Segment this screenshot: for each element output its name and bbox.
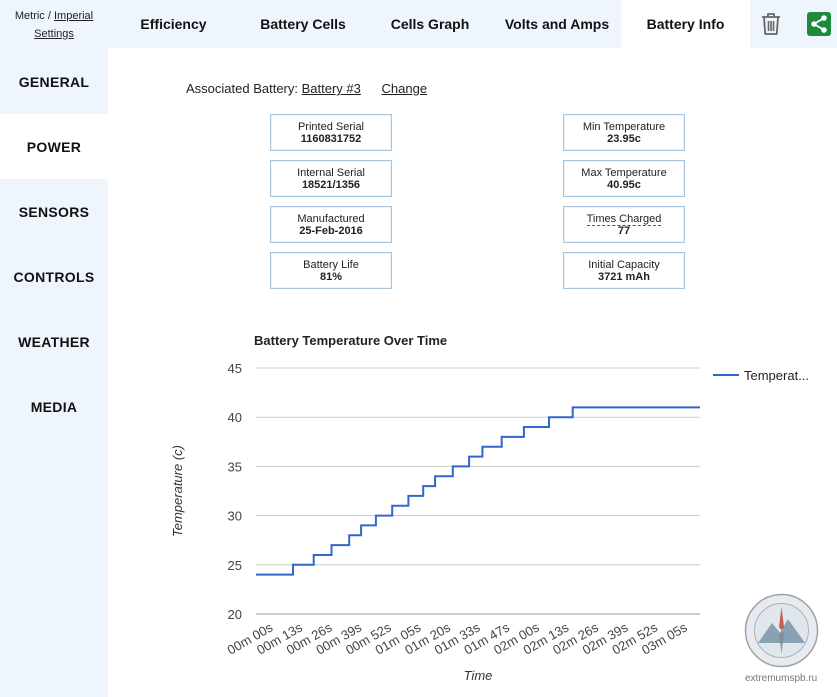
card-label: Battery Life (303, 259, 359, 271)
chart-title: Battery Temperature Over Time (254, 333, 448, 348)
card-value: 18521/1356 (301, 179, 361, 191)
tab-efficiency[interactable]: Efficiency (140, 16, 207, 32)
tab-battery-cells[interactable]: Battery Cells (260, 16, 346, 32)
y-axis-title: Temperature (c) (170, 445, 185, 537)
associated-battery-label: Associated Battery: (186, 81, 298, 96)
printed-serial-card: Printed Serial 1160831752 (270, 114, 392, 151)
card-label: Max Temperature (581, 167, 667, 179)
sidebar-item-media[interactable]: MEDIA (30, 398, 78, 415)
card-label: Printed Serial (297, 121, 365, 133)
units-switch: Metric / Imperial Settings (0, 0, 108, 48)
watermark-logo (744, 593, 819, 668)
y-tick-label: 40 (228, 410, 242, 425)
legend-label: Temperat... (744, 368, 809, 383)
units-separator: / (47, 10, 51, 22)
associated-battery: Associated Battery: Battery #3 Change (186, 81, 427, 96)
card-value: 3721 mAh (598, 271, 650, 283)
x-axis-title: Time (464, 668, 493, 683)
internal-serial-card: Internal Serial 18521/1356 (270, 160, 392, 197)
y-tick-label: 20 (228, 607, 242, 622)
card-value: 23.95c (607, 133, 641, 145)
watermark-text: extremumspb.ru (745, 673, 818, 684)
tab-cells-graph[interactable]: Cells Graph (390, 16, 470, 32)
delete-button[interactable] (758, 10, 784, 38)
sidebar-item-power[interactable]: POWER (0, 114, 108, 179)
settings-link[interactable]: Settings (34, 28, 74, 40)
sidebar-item-weather[interactable]: WEATHER (18, 333, 90, 350)
y-tick-label: 45 (228, 361, 242, 376)
y-tick-label: 35 (228, 459, 242, 474)
times-charged-card: Times Charged 77 (563, 206, 685, 243)
imperial-link[interactable]: Imperial (54, 10, 94, 22)
y-tick-label: 25 (228, 558, 242, 573)
y-tick-label: 30 (228, 509, 242, 524)
sidebar-item-general[interactable]: GENERAL (18, 73, 90, 90)
share-icon (807, 12, 831, 36)
sidebar-item-sensors[interactable]: SENSORS (18, 203, 90, 220)
tab-battery-info[interactable]: Battery Info (621, 0, 750, 48)
card-value: 40.95c (607, 179, 641, 191)
share-button[interactable] (806, 10, 832, 38)
tab-volts-and-amps[interactable]: Volts and Amps (504, 16, 610, 32)
manufactured-card: Manufactured 25-Feb-2016 (270, 206, 392, 243)
sidebar: Metric / Imperial Settings GENERAL POWER… (0, 0, 108, 697)
sidebar-item-controls[interactable]: CONTROLS (13, 268, 95, 285)
card-value: 25-Feb-2016 (299, 225, 363, 237)
card-label: Manufactured (297, 213, 365, 225)
battery-life-card: Battery Life 81% (270, 252, 392, 289)
trash-icon (762, 13, 780, 35)
initial-capacity-card: Initial Capacity 3721 mAh (563, 252, 685, 289)
card-label[interactable]: Times Charged (586, 213, 662, 226)
battery-link[interactable]: Battery #3 (301, 81, 361, 96)
card-label: Initial Capacity (588, 259, 660, 271)
change-link[interactable]: Change (381, 81, 428, 96)
max-temperature-card: Max Temperature 40.95c (563, 160, 685, 197)
card-label: Internal Serial (297, 167, 365, 179)
metric-option[interactable]: Metric (14, 10, 45, 22)
tab-bar: Efficiency Battery Cells Cells Graph Vol… (108, 0, 837, 48)
series-line (256, 406, 700, 576)
card-value: 1160831752 (300, 133, 362, 145)
card-label: Min Temperature (582, 121, 666, 133)
card-value: 81% (319, 271, 343, 283)
card-value: 77 (617, 225, 631, 237)
min-temperature-card: Min Temperature 23.95c (563, 114, 685, 151)
